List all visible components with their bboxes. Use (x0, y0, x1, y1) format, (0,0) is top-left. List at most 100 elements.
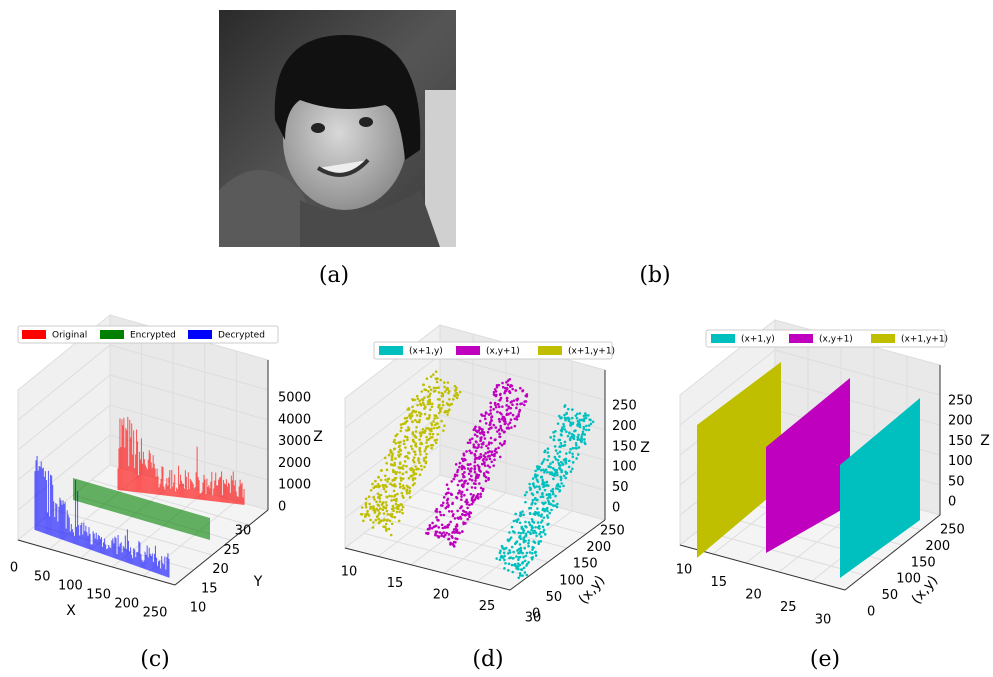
point (386, 480, 389, 483)
point (577, 420, 580, 423)
point (442, 502, 445, 505)
point (406, 436, 409, 439)
point (536, 499, 539, 502)
point (588, 429, 591, 432)
point (388, 495, 391, 498)
point (478, 469, 481, 472)
point (426, 417, 429, 420)
point (390, 499, 393, 502)
point (574, 447, 577, 450)
point (578, 423, 581, 426)
point (431, 405, 434, 408)
point (395, 498, 398, 501)
point (435, 370, 438, 373)
point (567, 419, 570, 422)
point (390, 534, 393, 537)
point (494, 438, 497, 441)
point (469, 463, 472, 466)
point (546, 459, 549, 462)
point (532, 483, 535, 486)
point (489, 412, 492, 415)
point (431, 527, 434, 530)
axis-label: Z (980, 433, 990, 449)
point (513, 399, 516, 402)
legend-label: (x+1,y+1) (901, 335, 948, 345)
point (560, 482, 563, 485)
point (365, 502, 368, 505)
point (546, 451, 549, 454)
point (452, 398, 455, 401)
point (563, 459, 566, 462)
point (469, 441, 472, 444)
point (535, 532, 538, 535)
point (461, 468, 464, 471)
point (571, 408, 574, 411)
point (447, 392, 450, 395)
point (562, 423, 565, 426)
point (556, 506, 559, 509)
point (407, 426, 410, 429)
point (534, 470, 537, 473)
point (583, 426, 586, 429)
tick-label: 10 (676, 563, 693, 578)
axis-label: Y (253, 574, 263, 590)
point (419, 435, 422, 438)
point (455, 463, 458, 466)
point (442, 429, 445, 432)
point (424, 450, 427, 453)
point (544, 489, 547, 492)
point (475, 429, 478, 432)
point (572, 447, 575, 450)
point (394, 494, 397, 497)
point (487, 431, 490, 434)
tick-label: 15 (387, 576, 404, 591)
point (523, 547, 526, 550)
page: {"panels": { "a": {"caption": "(a)"}, "b… (0, 0, 993, 677)
point (463, 467, 466, 470)
point (461, 457, 464, 460)
point (476, 496, 479, 499)
point (370, 489, 373, 492)
point (563, 425, 566, 428)
point (444, 410, 447, 413)
point (470, 467, 473, 470)
encrypted-image (541, 10, 777, 246)
point (407, 486, 410, 489)
point (436, 438, 439, 441)
point (407, 408, 410, 411)
tick-label: 0 (532, 607, 540, 622)
point (451, 502, 454, 505)
point (468, 504, 471, 507)
point (430, 447, 433, 450)
point (522, 531, 525, 534)
point (402, 473, 405, 476)
point (490, 437, 493, 440)
point (429, 408, 432, 411)
point (581, 433, 584, 436)
point (585, 425, 588, 428)
point (540, 513, 543, 516)
point (368, 503, 371, 506)
point (585, 414, 588, 417)
point (457, 394, 460, 397)
point (440, 532, 443, 535)
point (576, 413, 579, 416)
point (580, 439, 583, 442)
tick-label: 150 (948, 434, 973, 449)
point (508, 557, 511, 560)
point (419, 473, 422, 476)
point (546, 481, 549, 484)
point (538, 527, 541, 530)
point (425, 453, 428, 456)
point (526, 552, 529, 555)
point (535, 554, 538, 557)
point (400, 466, 403, 469)
point (485, 470, 488, 473)
point (375, 507, 378, 510)
point (420, 404, 423, 407)
point (572, 422, 575, 425)
point (552, 493, 555, 496)
point (418, 421, 421, 424)
point (543, 516, 546, 519)
point (519, 535, 522, 538)
